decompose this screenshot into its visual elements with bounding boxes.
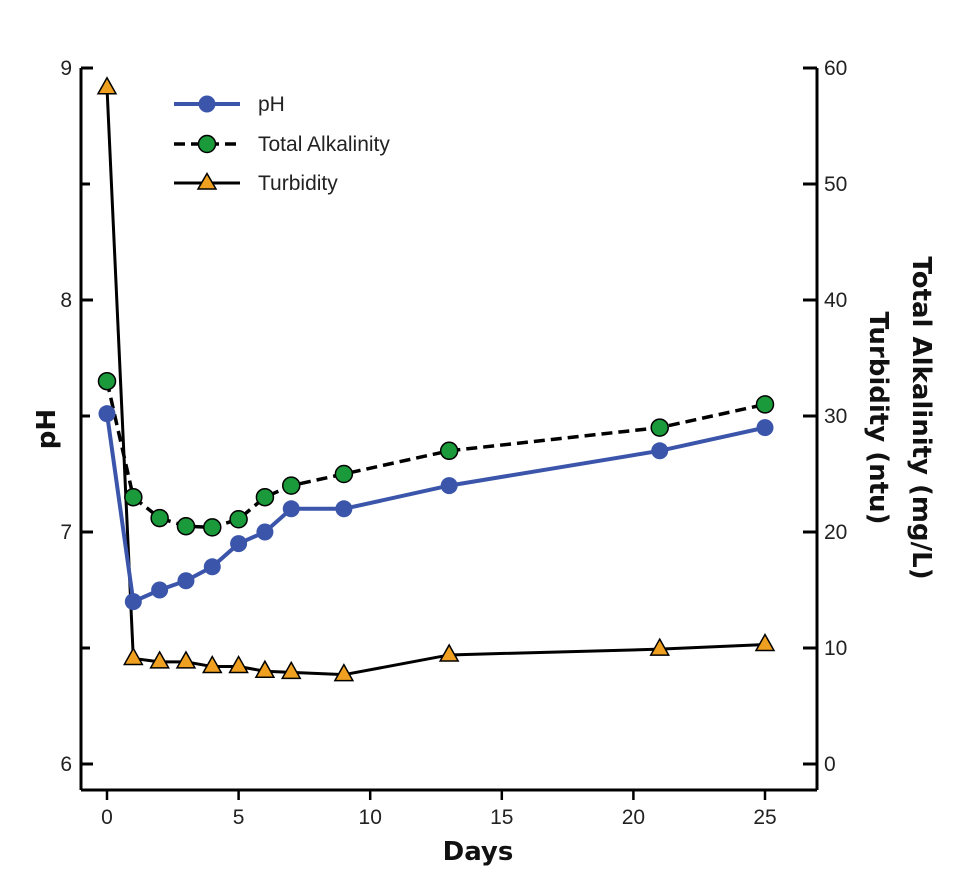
ph-point [651, 442, 669, 460]
y-right-tick-label: 10 [824, 637, 847, 660]
x-tick-label: 25 [753, 806, 776, 829]
ph-point [177, 572, 195, 590]
y-left-tick-label: 8 [60, 289, 72, 312]
total-alkalinity-point [334, 464, 354, 484]
legend-item-total-alkalinity: Total Alkalinity [174, 133, 390, 156]
x-axis-title: Days [443, 837, 514, 867]
ph-point [282, 500, 300, 518]
ticks-layer: 0 5 10 15 20 25 6 7 8 9 0 10 20 30 40 50 60 [60, 57, 847, 829]
total-alkalinity-point [203, 518, 222, 537]
total-alkalinity-point [150, 508, 169, 528]
y-right-tick-label: 40 [824, 289, 847, 312]
legend-item-ph: pH [174, 93, 285, 116]
total-alkalinity-point [650, 418, 669, 437]
y-right-tick-label: 30 [824, 405, 847, 428]
turbidity-point [96, 76, 118, 95]
legend-item-turbidity: Turbidity [174, 172, 338, 195]
turbidity-point [649, 637, 671, 656]
y-right-tick-label: 20 [824, 521, 847, 544]
y-left-tick-label: 9 [60, 57, 72, 80]
turbidity-point [254, 659, 276, 678]
y-left-tick-label: 6 [60, 753, 72, 776]
y-axis-left-title: pH [32, 409, 62, 449]
ph-point [151, 581, 169, 599]
total-alkalinity-point [281, 476, 301, 495]
total-alkalinity-point [755, 395, 775, 414]
turbidity-point [149, 650, 170, 669]
y-axis-right-title-line2: Turbidity (ntu) [863, 312, 893, 525]
x-tick-label: 20 [622, 806, 645, 829]
legend-total-alkalinity-label: Total Alkalinity [258, 133, 390, 156]
y-left-tick-label: 7 [60, 521, 72, 544]
x-tick-label: 10 [359, 806, 382, 829]
ph-point [335, 500, 353, 518]
turbidity-point [280, 660, 302, 680]
legend-turbidity-label: Turbidity [258, 172, 338, 195]
turbidity-point [333, 663, 355, 682]
turbidity-point [754, 632, 776, 652]
series-line-ph [105, 413, 766, 605]
x-tick-label: 5 [233, 806, 245, 829]
ph-point [256, 523, 274, 541]
total-alkalinity-point [124, 487, 143, 507]
y-right-tick-label: 60 [824, 57, 847, 80]
legend-ph-marker [198, 95, 216, 113]
total-alkalinity-point [229, 509, 248, 529]
total-alkalinity-point [255, 487, 275, 507]
turbidity-point [201, 655, 223, 674]
legend-turbidity-marker [196, 172, 218, 190]
turbidity-point [228, 655, 249, 674]
turbidity-point [175, 650, 197, 669]
ph-point [124, 593, 142, 611]
legend-total-alkalinity-marker [197, 134, 217, 154]
series-layer [96, 76, 776, 682]
y-axis-right-title-line1: Total Alkalinity (mg/L) [906, 256, 936, 579]
legend-ph-label: pH [258, 93, 285, 116]
ph-point [98, 405, 116, 423]
legend: pH Total Alkalinity Turbidity [174, 93, 390, 195]
ph-point [203, 558, 221, 576]
total-alkalinity-point [439, 441, 459, 461]
ph-point [440, 477, 458, 495]
y-right-tick-label: 50 [824, 173, 847, 196]
ph-point [756, 419, 774, 437]
turbidity-point [438, 643, 460, 662]
turbidity-point [123, 646, 144, 666]
total-alkalinity-point [97, 371, 117, 391]
y-right-tick-label: 0 [824, 753, 836, 776]
total-alkalinity-point [176, 516, 196, 536]
ph-point [230, 535, 248, 553]
x-tick-label: 15 [490, 806, 513, 829]
x-tick-label: 0 [101, 806, 113, 829]
